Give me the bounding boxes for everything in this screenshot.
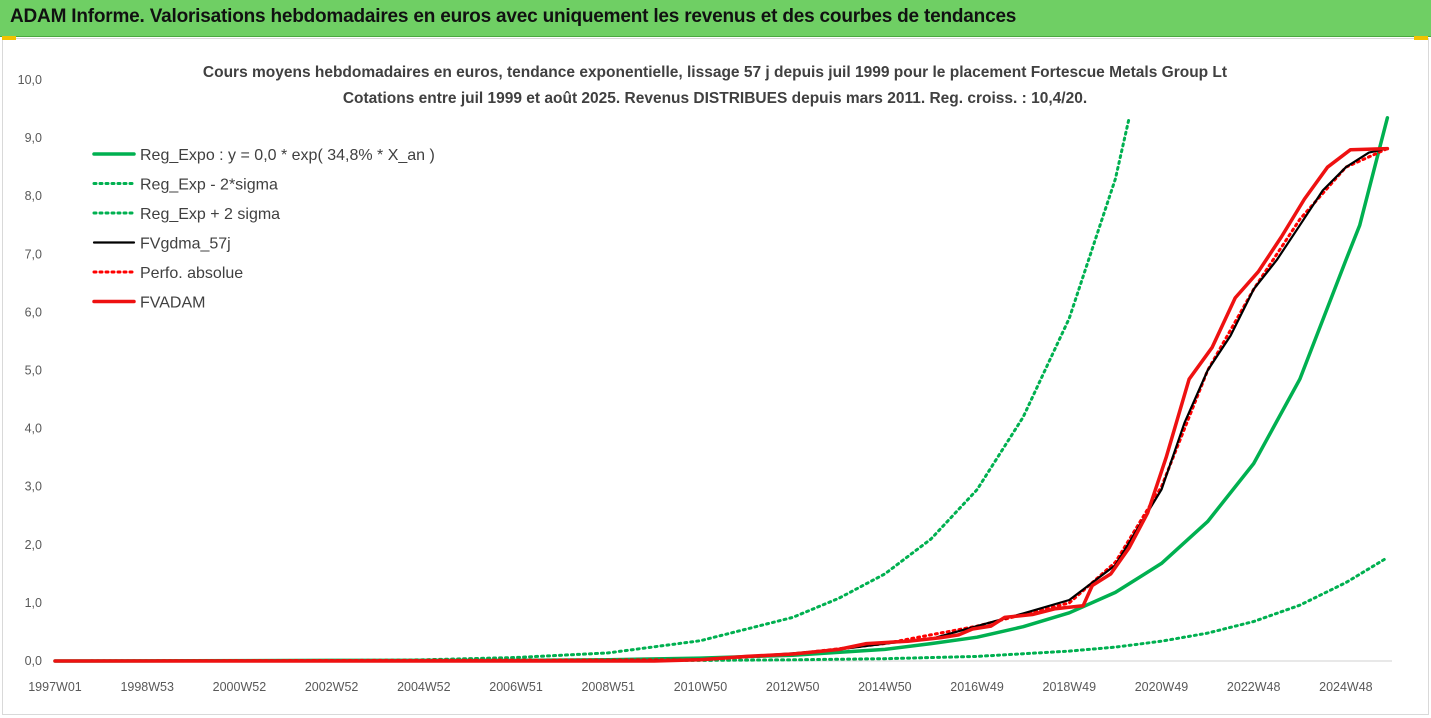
series-line: [53, 147, 1389, 663]
x-tick-label: 2016W49: [950, 680, 1004, 694]
legend-label: FVADAM: [140, 295, 205, 312]
y-tick-label: 0,0: [25, 654, 42, 668]
x-tick-label: 2024W48: [1319, 680, 1373, 694]
x-tick-label: 2002W52: [305, 680, 359, 694]
series-line: [53, 146, 1390, 663]
x-tick-label: 1997W01: [28, 680, 82, 694]
header-banner: ADAM Informe. Valorisations hebdomadaire…: [0, 0, 1431, 37]
y-tick-label: 1,0: [25, 596, 42, 610]
y-tick-label: 9,0: [25, 131, 42, 145]
x-tick-label: 2012W50: [766, 680, 820, 694]
x-tick-label: 2008W51: [581, 680, 635, 694]
series-line: [330, 116, 1131, 663]
legend: Reg_Expo : y = 0,0 * exp( 34,8% * X_an )…: [92, 147, 435, 312]
x-tick-label: 2010W50: [674, 680, 728, 694]
axes: 0,0 1,0 2,0 3,0 4,0 5,0 6,0 7,0 8,0 9,0 10,0 1997W0…: [18, 73, 1392, 694]
x-tick-label: 2000W52: [213, 680, 267, 694]
legend-label: Perfo. absolue: [140, 265, 243, 282]
series-line: [53, 147, 1389, 663]
legend-label: Reg_Exp - 2*sigma: [140, 177, 278, 194]
frame-corner-marker: [1414, 36, 1428, 40]
y-tick-label: 4,0: [25, 422, 42, 436]
series-line: [330, 556, 1389, 663]
frame-corner-marker: [2, 36, 16, 40]
x-tick-label: 2020W49: [1135, 680, 1189, 694]
y-tick-label: 5,0: [25, 364, 42, 378]
legend-label: FVgdma_57j: [140, 236, 231, 253]
y-tick-label: 7,0: [25, 247, 42, 261]
chart-title: Cours moyens hebdomadaires en euros, ten…: [203, 64, 1227, 81]
y-tick-label: 8,0: [25, 189, 42, 203]
y-tick-label: 2,0: [25, 538, 42, 552]
x-tick-label: 2018W49: [1043, 680, 1097, 694]
chart-frame: [2, 38, 1429, 715]
y-tick-label: 6,0: [25, 305, 42, 319]
x-tick-label: 1998W53: [120, 680, 174, 694]
x-tick-label: 2022W48: [1227, 680, 1281, 694]
window-title: ADAM Informe. Valorisations hebdomadaire…: [10, 6, 1017, 27]
y-tick-label: 10,0: [18, 73, 42, 87]
x-tick-label: 2014W50: [858, 680, 912, 694]
series-layer: [53, 116, 1390, 663]
x-tick-label: 2006W51: [489, 680, 543, 694]
chart-subtitle: Cotations entre juil 1999 et août 2025. …: [343, 90, 1087, 107]
legend-label: Reg_Exp + 2 sigma: [140, 206, 280, 223]
y-tick-label: 3,0: [25, 480, 42, 494]
x-tick-label: 2004W52: [397, 680, 451, 694]
legend-label: Reg_Expo : y = 0,0 * exp( 34,8% * X_an ): [140, 147, 435, 164]
